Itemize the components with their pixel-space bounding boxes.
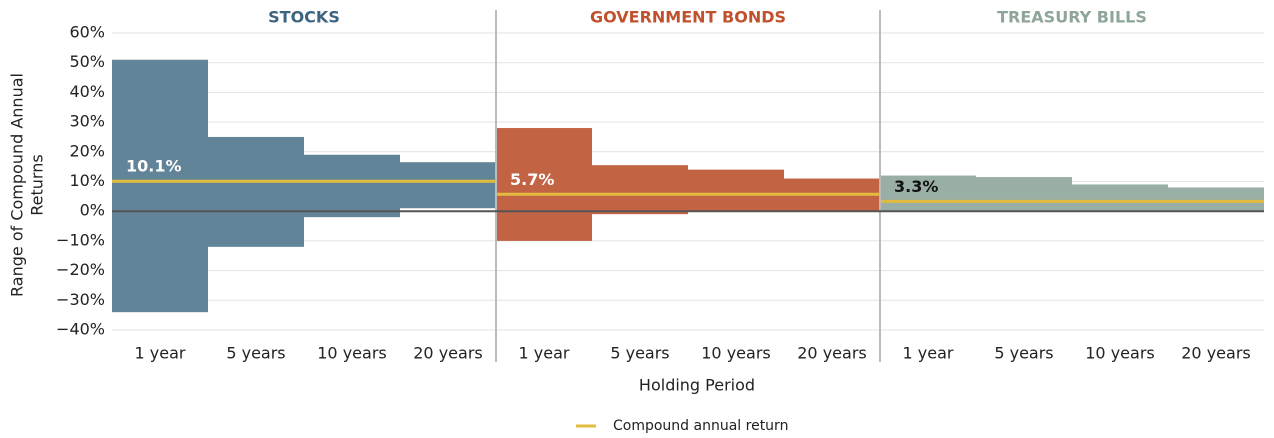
range-bar <box>208 136 304 247</box>
range-bar <box>880 175 976 212</box>
x-tick-label: 20 years <box>413 344 482 363</box>
y-tick-label: −20% <box>56 260 105 279</box>
panel-title: STOCKS <box>268 8 340 27</box>
x-tick-label: 10 years <box>1085 344 1154 363</box>
average-label: 3.3% <box>894 177 938 196</box>
range-bar <box>1168 187 1264 212</box>
x-tick-label: 20 years <box>1181 344 1250 363</box>
y-axis-label: Range of Compound Annual <box>8 73 27 297</box>
x-tick-label: 10 years <box>317 344 386 363</box>
x-tick-label: 1 year <box>519 344 570 363</box>
legend-label: Compound annual return <box>613 418 788 434</box>
y-tick-label: −40% <box>56 320 105 339</box>
x-tick-label: 5 years <box>226 344 285 363</box>
y-tick-label: 0% <box>80 201 105 220</box>
y-tick-label: 30% <box>69 112 105 131</box>
y-tick-label: 20% <box>69 141 105 160</box>
y-tick-label: 60% <box>69 23 105 42</box>
y-axis-label: Returns <box>28 154 47 215</box>
range-bar <box>496 128 592 241</box>
range-bar <box>400 162 496 209</box>
x-tick-label: 20 years <box>797 344 866 363</box>
average-label: 10.1% <box>126 157 182 176</box>
x-tick-label: 1 year <box>135 344 186 363</box>
panel-title: GOVERNMENT BONDS <box>590 8 786 27</box>
average-label: 5.7% <box>510 170 554 189</box>
range-bar <box>976 177 1072 212</box>
x-tick-label: 1 year <box>903 344 954 363</box>
y-tick-label: 10% <box>69 171 105 190</box>
panel-title: TREASURY BILLS <box>997 8 1147 27</box>
range-bar <box>592 165 688 215</box>
x-tick-label: 5 years <box>610 344 669 363</box>
x-tick-label: 5 years <box>994 344 1053 363</box>
y-tick-label: −10% <box>56 230 105 249</box>
y-tick-label: 40% <box>69 82 105 101</box>
range-bar <box>688 169 784 212</box>
range-bar <box>304 154 400 218</box>
y-tick-label: 50% <box>69 52 105 71</box>
range-bar <box>112 59 208 313</box>
x-axis-label: Holding Period <box>639 376 755 395</box>
x-tick-label: 10 years <box>701 344 770 363</box>
range-bar <box>1072 184 1168 212</box>
y-tick-label: −30% <box>56 290 105 309</box>
